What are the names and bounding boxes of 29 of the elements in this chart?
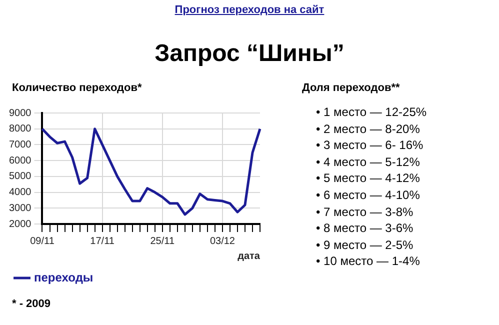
- text: • 4 место — 5-12%: [316, 154, 421, 170]
- y-tick-label: 9000: [8, 108, 32, 119]
- y-tick-label: 8000: [8, 124, 32, 135]
- text: Доля переходов**: [302, 82, 401, 94]
- y-axis-title: Количество переходов*: [12, 82, 142, 94]
- y-tick-label: 2000: [8, 218, 32, 230]
- text: • 6 место — 4-10%: [316, 186, 421, 204]
- y-tick-label: 6000: [8, 155, 32, 166]
- y-tick-label: 5000: [8, 171, 32, 182]
- chart-title: Запрос “Шины”: [154, 40, 346, 68]
- text: • 7 место — 3-8%: [316, 204, 414, 220]
- text: • 10 место — 1-4%: [316, 253, 421, 270]
- y-tick-label: 3000: [8, 202, 32, 214]
- x-tick-label: 03/12: [210, 236, 236, 247]
- text: • 9 место — 2-5%: [316, 236, 414, 254]
- y-tick-label: 4000: [8, 187, 32, 198]
- legend-label: переходы: [34, 270, 94, 284]
- text: • 5 место — 4-12%: [316, 170, 421, 187]
- text: Прогноз переходов на сайт: [174, 4, 326, 16]
- x-axis-title: дата: [238, 250, 260, 262]
- x-tick-label: 09/11: [30, 236, 55, 247]
- x-tick-label: 25/11: [150, 236, 175, 247]
- text: • 8 место — 3-6%: [316, 220, 414, 237]
- text: • 2 место — 8-20%: [316, 120, 421, 138]
- text: • 1 место — 12-25%: [316, 104, 427, 121]
- y-tick-label: 7000: [8, 139, 32, 150]
- x-tick-label: 17/11: [90, 236, 115, 247]
- text: • 3 место — 6- 16%: [316, 137, 424, 154]
- text: * - 2009: [12, 298, 51, 310]
